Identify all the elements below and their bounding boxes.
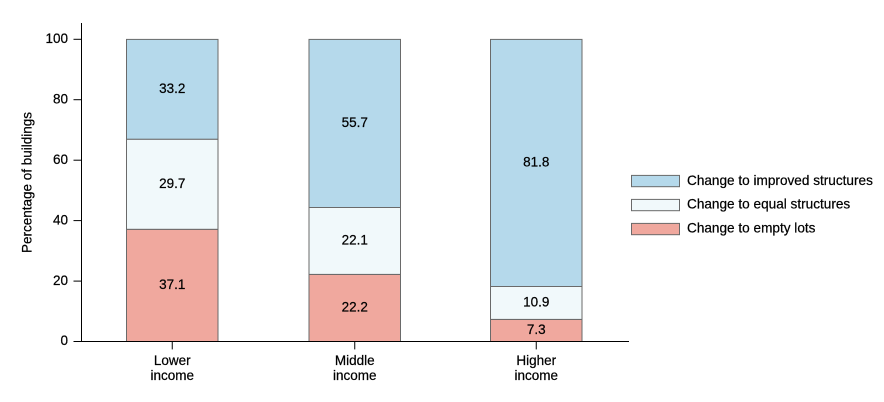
svg-text:income: income xyxy=(150,368,194,383)
svg-text:20: 20 xyxy=(53,273,68,288)
svg-text:60: 60 xyxy=(53,152,68,167)
svg-text:10.9: 10.9 xyxy=(523,295,549,310)
svg-text:100: 100 xyxy=(45,31,68,46)
svg-text:29.7: 29.7 xyxy=(159,176,185,191)
svg-text:40: 40 xyxy=(53,212,68,227)
svg-text:Change to equal structures: Change to equal structures xyxy=(687,197,850,212)
svg-text:81.8: 81.8 xyxy=(523,155,549,170)
svg-text:0: 0 xyxy=(60,333,68,348)
svg-text:22.2: 22.2 xyxy=(342,300,368,315)
svg-text:Change to empty lots: Change to empty lots xyxy=(687,221,816,236)
svg-text:Percentage of buildings: Percentage of buildings xyxy=(20,112,35,253)
svg-text:37.1: 37.1 xyxy=(159,277,185,292)
svg-text:income: income xyxy=(333,368,377,383)
svg-text:80: 80 xyxy=(53,91,68,106)
svg-text:33.2: 33.2 xyxy=(159,81,185,96)
svg-text:Higher: Higher xyxy=(516,353,556,368)
svg-text:Change to improved structures: Change to improved structures xyxy=(687,173,873,188)
svg-text:55.7: 55.7 xyxy=(342,115,368,130)
svg-text:7.3: 7.3 xyxy=(527,322,546,337)
svg-text:Middle: Middle xyxy=(335,353,375,368)
svg-text:income: income xyxy=(514,368,558,383)
svg-text:Lower: Lower xyxy=(154,353,191,368)
svg-text:22.1: 22.1 xyxy=(342,233,368,248)
